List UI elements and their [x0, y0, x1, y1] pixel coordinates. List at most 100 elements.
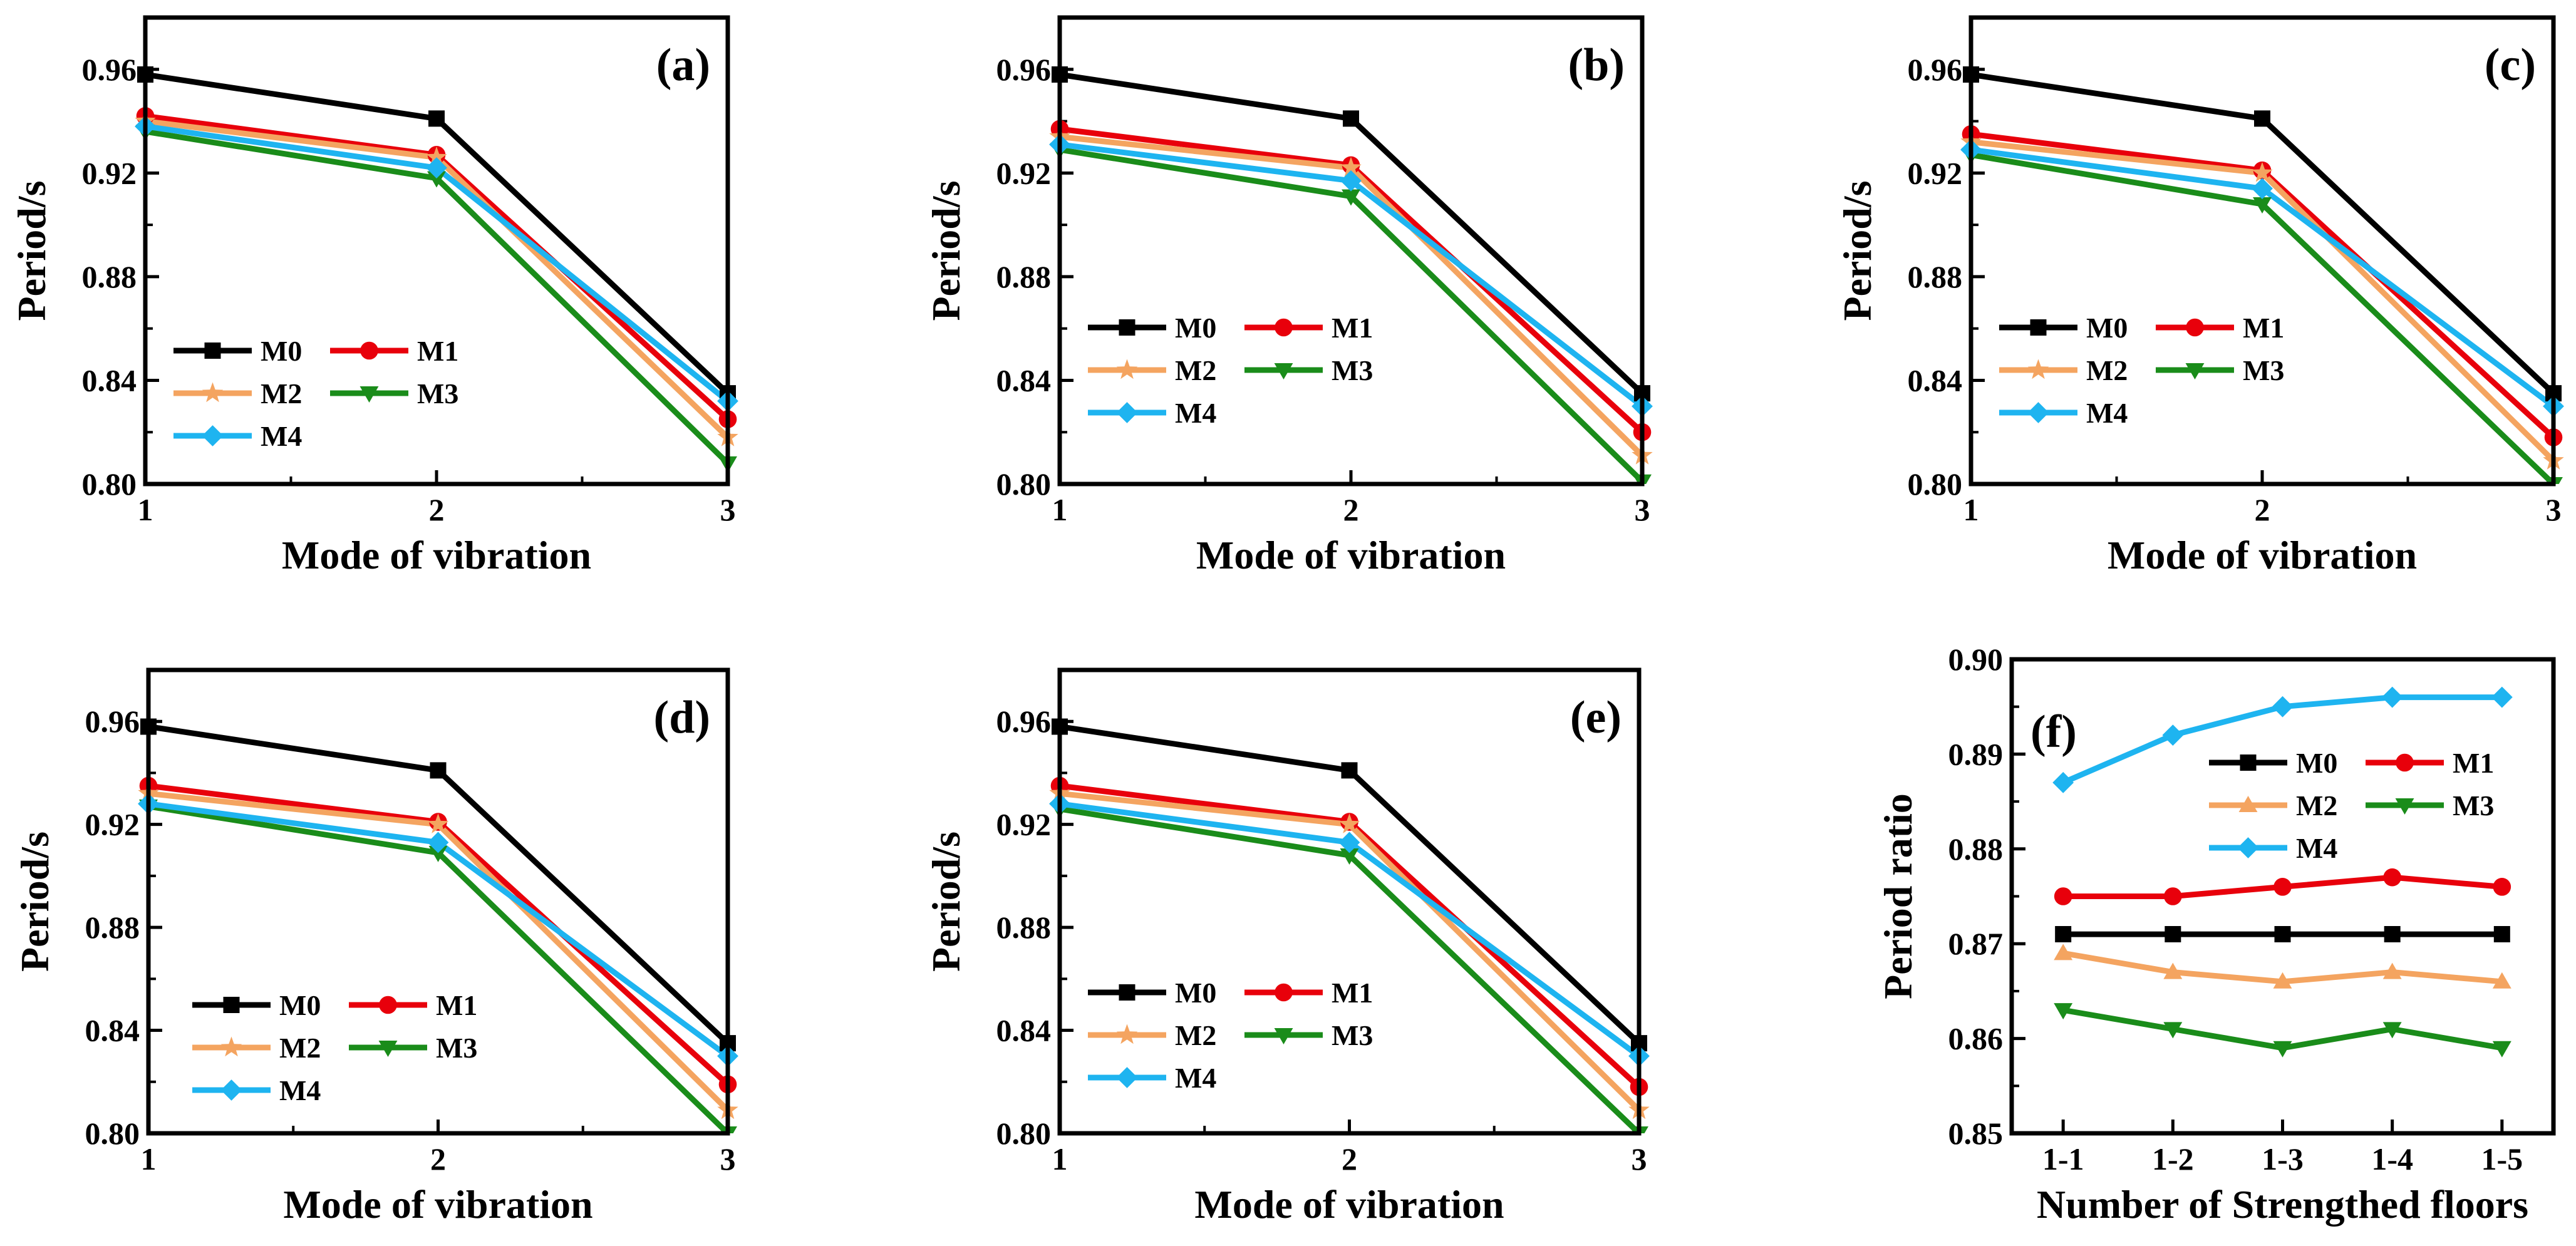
legend-label: M2 [1175, 1019, 1216, 1051]
x-axis-label: Mode of vibration [1196, 533, 1506, 577]
legend-marker [1116, 359, 1138, 379]
legend-label: M0 [279, 989, 321, 1021]
legend-marker [204, 342, 221, 359]
data-point-M2 [427, 813, 449, 833]
legend-marker [1116, 402, 1138, 423]
x-tick-label: 3 [720, 1141, 736, 1176]
data-point-M4 [2272, 696, 2294, 718]
series-group [1049, 66, 1653, 484]
legend-item-M4: M4 [1088, 397, 1216, 429]
legend-item-M2: M2 [2209, 790, 2337, 821]
data-point-M1 [2273, 878, 2292, 896]
legend-label: M0 [2296, 747, 2337, 779]
y-tick-label: 0.92 [85, 807, 140, 842]
legend-label: M3 [1332, 354, 1373, 386]
legend-label: M4 [1175, 397, 1216, 429]
data-point-M0 [2384, 926, 2401, 943]
x-tick-label: 2 [2255, 492, 2270, 527]
y-tick-label: 0.85 [1948, 1116, 2004, 1151]
legend-marker [2027, 359, 2049, 379]
data-point-M2 [2163, 962, 2183, 979]
legend-marker [1116, 1024, 1138, 1044]
data-point-M2 [2054, 944, 2073, 960]
x-axis-label: Mode of vibration [2108, 533, 2417, 577]
legend-item-M3: M3 [2156, 354, 2284, 386]
data-point-M0 [430, 762, 447, 779]
legend-marker [2240, 754, 2257, 771]
legend-item-M4: M4 [173, 420, 302, 452]
legend-label: M0 [261, 335, 302, 367]
data-point-M3 [1340, 848, 1359, 865]
panel-tag: (a) [656, 39, 710, 91]
y-axis-label: Period/s [924, 832, 968, 972]
legend-marker [360, 386, 379, 403]
legend-marker [223, 997, 240, 1013]
legend-label: M1 [2243, 312, 2284, 344]
y-tick-label: 0.84 [85, 1013, 140, 1048]
legend-label: M2 [1175, 354, 1216, 386]
data-point-M0 [2254, 110, 2270, 127]
x-tick-label: 2 [430, 1141, 446, 1176]
y-tick-label: 0.92 [1908, 155, 1963, 190]
legend-marker [379, 996, 397, 1014]
legend: M0 M1 M2 M3 M4 [1088, 312, 1373, 429]
legend-marker [1119, 319, 1135, 336]
legend-label: M1 [1332, 312, 1373, 344]
data-point-M4 [2052, 771, 2074, 793]
data-point-M2 [426, 146, 447, 167]
legend-item-M0: M0 [2209, 747, 2337, 779]
series-group [135, 66, 738, 473]
series-group [1960, 66, 2564, 484]
data-point-M2 [2492, 972, 2511, 989]
y-tick-label: 0.96 [996, 52, 1052, 87]
data-point-M4 [2491, 686, 2513, 708]
legend-item-M3: M3 [1244, 354, 1373, 386]
x-tick-label: 1-3 [2262, 1141, 2304, 1176]
x-tick-label: 1 [138, 492, 153, 527]
legend-label: M4 [279, 1074, 321, 1106]
data-point-M0 [2493, 926, 2510, 943]
data-point-M3 [427, 171, 446, 188]
legend-item-M1: M1 [330, 335, 458, 367]
data-point-M0 [1343, 110, 1359, 127]
x-tick-label: 1 [1963, 492, 1979, 527]
panel-a: 0.80 0.84 0.88 0.92 0.96 1 2 3 (a) Mode of vibrat… [9, 15, 738, 577]
legend-label: M0 [2086, 312, 2128, 344]
y-axis-label: Period/s [1835, 181, 1880, 321]
panel-b: 0.80 0.84 0.88 0.92 0.96 1 2 3 (b) Mode of vibrat… [924, 15, 1653, 577]
x-tick-label: 2 [1342, 1141, 1357, 1176]
legend-item-M4: M4 [1999, 397, 2128, 429]
data-point-M4 [427, 832, 449, 853]
plot-frame [1968, 15, 2556, 487]
legend-label: M1 [417, 335, 458, 367]
y-tick-label: 0.80 [996, 466, 1052, 502]
legend-item-M2: M2 [1088, 354, 1216, 386]
data-point-M4 [2252, 178, 2273, 200]
y-tick-label: 0.88 [85, 910, 140, 945]
data-point-M2 [2273, 972, 2292, 989]
legend: M0 M1 M2 M3 M4 [1088, 977, 1373, 1094]
legend-item-M4: M4 [2209, 832, 2337, 864]
legend-marker [378, 1040, 398, 1057]
legend-label: M1 [1332, 977, 1373, 1009]
legend-label: M3 [417, 378, 458, 409]
legend-marker [2027, 402, 2049, 423]
y-tick-label: 0.87 [1948, 926, 2004, 961]
legend-label: M2 [2296, 790, 2337, 821]
y-tick-label: 0.84 [82, 363, 137, 398]
data-point-M2 [2252, 162, 2273, 182]
data-point-M4 [2162, 724, 2184, 746]
legend-marker [2186, 318, 2204, 337]
y-tick-label: 0.86 [1948, 1021, 2004, 1056]
x-tick-label: 1 [141, 1141, 157, 1176]
legend-item-M0: M0 [1088, 312, 1216, 344]
data-point-M3 [428, 845, 448, 862]
x-tick-label: 1-1 [2042, 1141, 2084, 1176]
plot-frame [1057, 667, 1642, 1136]
legend-item-M2: M2 [1088, 1019, 1216, 1051]
x-tick-label: 1-5 [2481, 1141, 2523, 1176]
panel-f: 0.85 0.86 0.87 0.88 0.89 0.90 1-1 1-2 1-3 1-4 1-5 (… [1876, 642, 2556, 1227]
x-tick-label: 1 [1052, 492, 1068, 527]
y-tick-label: 0.96 [82, 52, 137, 87]
y-tick-label: 0.96 [1908, 52, 1963, 87]
